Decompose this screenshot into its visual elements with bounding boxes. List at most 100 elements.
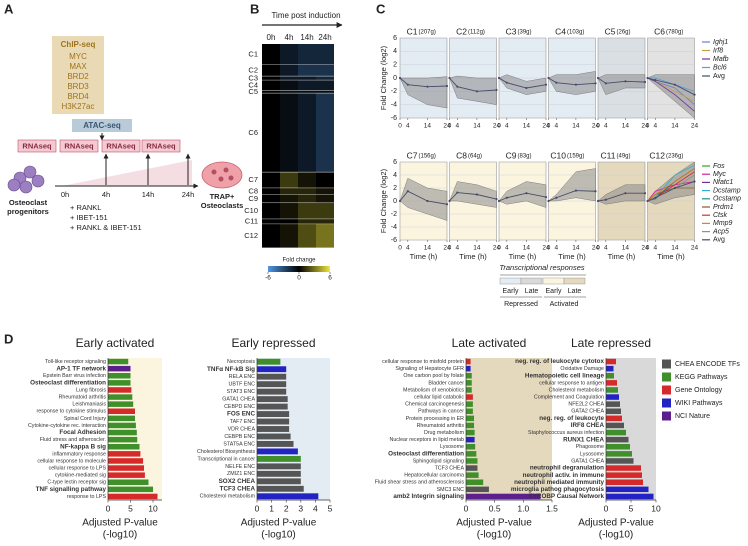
bar — [257, 381, 287, 388]
heatmap-cell — [298, 219, 316, 225]
key-direction: Activated — [550, 301, 579, 308]
x-tick-label: 0 — [547, 245, 551, 252]
heatmap-cell — [262, 93, 280, 173]
x-tick-label: 0 — [398, 245, 402, 252]
osteoclast-nucleus — [223, 167, 229, 173]
series-line — [647, 168, 695, 202]
avg-point — [445, 203, 449, 206]
legend-label: KEGG Pathways — [675, 374, 728, 381]
avg-point — [594, 190, 597, 193]
bar — [108, 436, 138, 443]
avg-point — [525, 192, 528, 195]
x-tick-label: 24 — [641, 245, 649, 252]
avg-point — [398, 199, 402, 203]
key-phase: Late — [525, 288, 539, 295]
bar — [108, 479, 149, 485]
y-tick-label: 2 — [393, 62, 397, 69]
bar — [466, 408, 473, 414]
osteoclast-nucleus — [211, 169, 217, 175]
x-tick-label: 3 — [298, 503, 303, 513]
avg-point — [673, 186, 677, 190]
category-label: Fluid shear stress and atherosclerosis — [375, 480, 465, 486]
heatmap-cell — [262, 194, 280, 204]
avg-point — [646, 199, 649, 203]
series-line — [548, 190, 596, 202]
category-label: Hepatocellular carcinoma — [404, 473, 464, 479]
x-tick-label: 24 — [691, 123, 699, 130]
category-label: Metabolism of xenobiotics — [403, 387, 464, 393]
heatmap-cell — [280, 203, 298, 220]
bar — [606, 365, 614, 372]
panel-label: C — [376, 1, 386, 16]
x-tick-label: 14 — [473, 123, 481, 130]
heatmap-cell — [280, 188, 298, 195]
bar — [108, 373, 131, 379]
bar — [108, 387, 132, 393]
avg-point — [547, 199, 550, 203]
x-tick-label: 0 — [448, 123, 452, 130]
cluster-size: (236g) — [666, 154, 683, 160]
x-tick-label: 24 — [592, 245, 600, 252]
x-tick-label: 4 — [456, 245, 460, 252]
cluster-title: C3 — [506, 26, 517, 36]
category-label: neutrophil activ. in immune — [523, 472, 605, 479]
bar — [257, 366, 287, 373]
time-label: 4h — [102, 190, 110, 199]
legend-label: Dcstamp — [713, 187, 741, 194]
heatmap-cell — [262, 219, 280, 225]
avg-point — [406, 190, 409, 193]
x-tick-label: 10 — [148, 503, 158, 513]
x-tick-label: 4 — [505, 245, 509, 252]
chip-box — [52, 36, 104, 114]
avg-point — [547, 76, 550, 80]
cluster-title: C9 — [506, 150, 517, 160]
y-tick-label: 6 — [393, 35, 397, 42]
y-tick-label: 4 — [393, 48, 397, 55]
category-label: Signaling of Hepatocyte GFR — [395, 366, 464, 372]
chip-title: ChIP-seq — [61, 40, 96, 49]
legend-label: CHEA ENCODE TFs — [675, 361, 740, 368]
avg-point — [448, 199, 451, 203]
bar — [606, 373, 614, 379]
y-tick-label: 2 — [393, 185, 397, 192]
bar — [466, 429, 475, 436]
osteoclast — [201, 161, 243, 189]
bar — [257, 373, 287, 380]
colorbar — [268, 266, 330, 272]
legend-label: Myc — [713, 171, 726, 178]
category-label: AP-1 TF network — [56, 365, 106, 372]
bar — [466, 451, 477, 457]
cluster-label: C10 — [244, 206, 258, 215]
heatmap-cell — [298, 93, 316, 173]
bar — [108, 493, 158, 500]
legend-label: Acp5 — [712, 228, 729, 235]
heatmap-cell — [262, 76, 280, 81]
rnaseq-label: RNAseq — [146, 141, 176, 150]
y-tick-label: -2 — [391, 88, 397, 95]
rnaseq-box — [17, 139, 57, 153]
heatmap-cell — [262, 172, 280, 189]
legend-label: Irf8 — [713, 47, 723, 54]
category-label: Phagosome — [576, 444, 604, 450]
category-label: Bladder cancer — [428, 380, 464, 386]
x-tick-label: 24 — [691, 245, 699, 252]
x-tick-label: 14 — [671, 245, 679, 252]
cluster-title: C1 — [407, 26, 418, 36]
y-axis-label: Fold Change (log2) — [379, 45, 388, 110]
bar — [257, 411, 290, 417]
bar — [108, 422, 136, 429]
category-label: Spinal Cord Injury — [64, 416, 106, 422]
x-tick-label: 24 — [641, 123, 649, 130]
x-tick-label: 5 — [128, 503, 133, 513]
series-line — [399, 190, 448, 205]
category-label: microglia pathog phagocytosis — [511, 486, 605, 493]
category-label: Complement and Coagulation — [534, 394, 604, 400]
column-label: 4h — [285, 33, 294, 42]
category-label: Hematopoietic cell lineage — [525, 372, 605, 379]
category-label: ZMIZ1 ENC — [227, 471, 255, 477]
bar — [606, 429, 626, 436]
bar — [466, 365, 471, 372]
x-tick-label: 0 — [398, 123, 402, 130]
bar — [606, 486, 649, 493]
legend-label: Gene Ontology — [675, 387, 723, 394]
